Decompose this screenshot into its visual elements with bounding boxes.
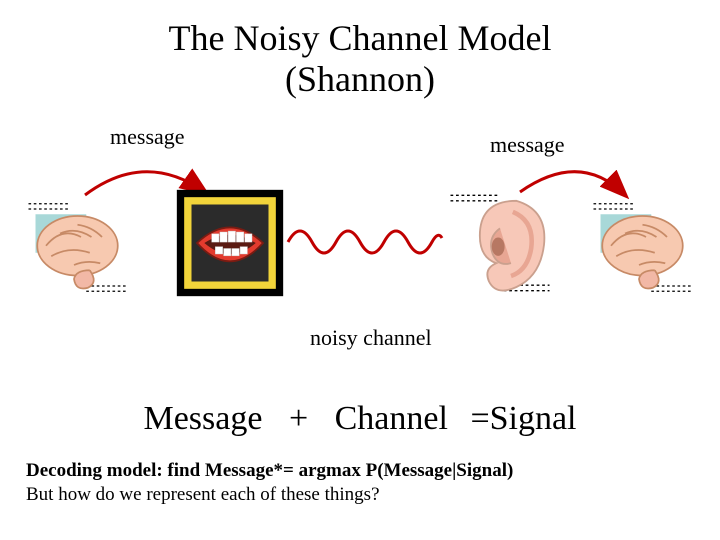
title-line-1: The Noisy Channel Model bbox=[169, 18, 552, 58]
slide-title: The Noisy Channel Model (Shannon) bbox=[0, 18, 720, 101]
question-text: But how do we represent each of these th… bbox=[26, 484, 380, 506]
equation-message: Message bbox=[143, 400, 262, 438]
ear-icon bbox=[445, 188, 555, 298]
equation-line: Message + Channel =Signal bbox=[0, 400, 720, 438]
noisy-channel-label: noisy channel bbox=[310, 325, 432, 351]
equation-channel: Channel bbox=[335, 400, 448, 438]
sound-wave bbox=[288, 231, 442, 253]
decoding-model-text: Decoding model: find Message*= argmax P(… bbox=[26, 460, 513, 482]
message-label-left: message bbox=[110, 124, 185, 150]
brain-icon-left bbox=[25, 195, 130, 300]
title-line-2: (Shannon) bbox=[285, 59, 435, 99]
mouth-icon bbox=[175, 188, 285, 298]
equation-signal: =Signal bbox=[470, 400, 576, 438]
equation-plus: + bbox=[289, 400, 308, 438]
message-label-right: message bbox=[490, 132, 565, 158]
brain-icon-right bbox=[590, 195, 695, 300]
